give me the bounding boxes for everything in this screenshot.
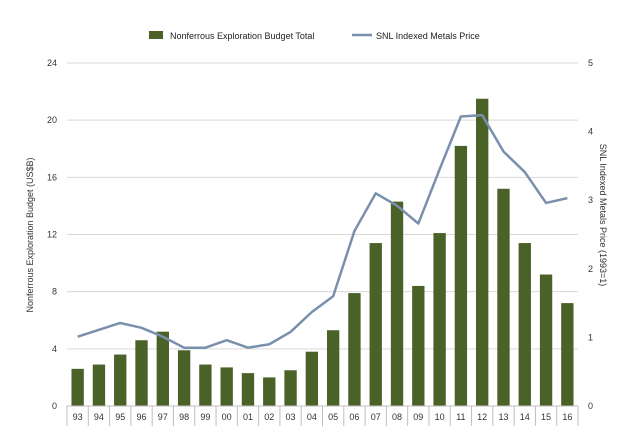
x-tick-label: 98 bbox=[179, 412, 189, 422]
bar bbox=[326, 330, 340, 406]
bar bbox=[305, 351, 319, 406]
x-tick-label: 05 bbox=[328, 412, 338, 422]
bar bbox=[561, 303, 574, 406]
bar bbox=[454, 145, 468, 406]
x-tick-label: 03 bbox=[286, 412, 296, 422]
bar bbox=[135, 340, 148, 406]
legend-label-price: SNL Indexed Metals Price bbox=[376, 31, 480, 41]
bar bbox=[497, 188, 510, 406]
price-line bbox=[77, 113, 568, 349]
x-tick-label: 01 bbox=[243, 412, 253, 422]
x-tick-label: 12 bbox=[477, 412, 487, 422]
y-tick-label: 20 bbox=[47, 115, 57, 125]
bar bbox=[369, 243, 382, 406]
y2-tick-label: 2 bbox=[588, 264, 593, 274]
y-tick-label: 16 bbox=[47, 172, 57, 182]
y-tick-label: 8 bbox=[52, 287, 57, 297]
x-tick-label: 00 bbox=[222, 412, 232, 422]
bar bbox=[177, 350, 191, 406]
x-tick-label: 13 bbox=[498, 412, 508, 422]
line-series-price bbox=[77, 113, 568, 349]
y-tick-label: 12 bbox=[47, 230, 57, 240]
x-tick-label: 08 bbox=[392, 412, 402, 422]
bar bbox=[518, 243, 531, 406]
legend: Nonferrous Exploration Budget Total SNL … bbox=[149, 31, 480, 41]
bar-series-budget bbox=[71, 98, 574, 407]
bar bbox=[92, 364, 106, 406]
y2-tick-label: 3 bbox=[588, 195, 593, 205]
bar bbox=[263, 377, 276, 406]
bar bbox=[476, 98, 489, 407]
x-tick-label: 94 bbox=[94, 412, 104, 422]
y-axis-title: Nonferrous Exploration Budget (US$B) bbox=[25, 157, 35, 312]
x-tick-label: 10 bbox=[435, 412, 445, 422]
x-tick-label: 07 bbox=[371, 412, 381, 422]
x-tick-label: 06 bbox=[349, 412, 359, 422]
bar bbox=[220, 367, 233, 406]
bar bbox=[284, 370, 297, 406]
bar bbox=[433, 233, 446, 406]
bar bbox=[539, 274, 553, 406]
bar bbox=[71, 368, 84, 406]
x-tick-label: 11 bbox=[456, 412, 465, 422]
x-tick-label: 16 bbox=[562, 412, 572, 422]
bar bbox=[241, 373, 255, 406]
x-tick-label: 96 bbox=[137, 412, 147, 422]
y2-tick-label: 0 bbox=[588, 401, 593, 411]
bar bbox=[412, 285, 425, 406]
x-tick-label: 09 bbox=[413, 412, 423, 422]
bar bbox=[390, 201, 404, 406]
bar bbox=[199, 364, 212, 406]
x-tick-label: 15 bbox=[541, 412, 551, 422]
x-tick-label: 93 bbox=[73, 412, 83, 422]
y-tick-label: 4 bbox=[52, 344, 57, 354]
bar bbox=[114, 354, 127, 406]
y-tick-label: 0 bbox=[52, 401, 57, 411]
x-tick-label: 99 bbox=[200, 412, 210, 422]
y2-tick-label: 1 bbox=[588, 332, 593, 342]
bar bbox=[348, 293, 361, 406]
x-tick-label: 97 bbox=[158, 412, 168, 422]
y2-axis-title: SNL Indexed Metals Price (1993=1) bbox=[598, 144, 608, 287]
legend-label-budget: Nonferrous Exploration Budget Total bbox=[170, 31, 314, 41]
gridlines bbox=[67, 62, 578, 350]
y2-tick-label: 4 bbox=[588, 127, 593, 137]
y2-tick-label: 5 bbox=[588, 58, 593, 68]
x-tick-label: 02 bbox=[264, 412, 274, 422]
legend-swatch-budget bbox=[149, 31, 163, 39]
x-tick-label: 95 bbox=[115, 412, 125, 422]
bar bbox=[156, 331, 169, 406]
y-tick-label: 24 bbox=[47, 58, 57, 68]
x-tick-label: 04 bbox=[307, 412, 317, 422]
x-tick-label: 14 bbox=[520, 412, 530, 422]
